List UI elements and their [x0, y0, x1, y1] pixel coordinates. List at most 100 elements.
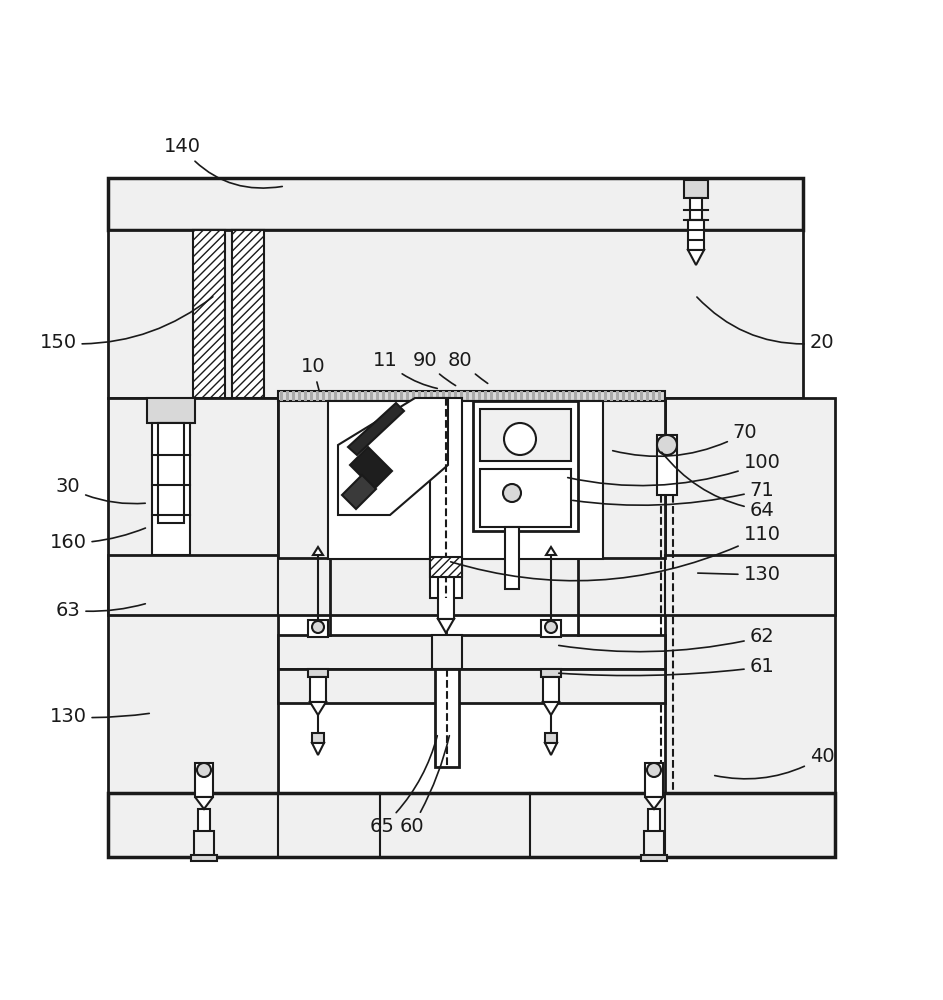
Bar [616, 391, 619, 401]
Bar [454, 391, 457, 401]
Bar [657, 435, 677, 495]
Bar [490, 391, 493, 401]
Bar [195, 763, 213, 797]
Text: 140: 140 [163, 137, 282, 188]
Bar [108, 398, 278, 793]
Bar [430, 398, 462, 598]
Text: 60: 60 [400, 736, 450, 836]
Bar [418, 391, 421, 401]
Bar [520, 391, 523, 401]
Polygon shape [313, 547, 323, 555]
Bar [152, 423, 190, 555]
Circle shape [657, 435, 677, 455]
Text: 10: 10 [301, 358, 325, 391]
Bar [435, 669, 459, 767]
Text: 80: 80 [448, 351, 488, 383]
Bar [640, 391, 643, 401]
Bar [648, 809, 660, 833]
Bar [278, 398, 665, 558]
Text: 100: 100 [568, 454, 781, 486]
Bar [472, 391, 475, 401]
Bar [147, 398, 195, 423]
Polygon shape [688, 250, 704, 265]
Bar [598, 391, 601, 401]
Bar [334, 391, 337, 401]
Text: 130: 130 [49, 708, 149, 726]
Text: 40: 40 [715, 748, 835, 779]
Circle shape [504, 423, 536, 455]
Polygon shape [350, 447, 392, 489]
Bar [108, 230, 803, 398]
Text: 110: 110 [451, 526, 781, 581]
Bar [580, 391, 583, 401]
Text: 70: 70 [613, 424, 757, 456]
Bar [478, 391, 481, 401]
Bar [328, 401, 603, 559]
Bar [690, 198, 702, 220]
Polygon shape [545, 743, 557, 755]
Bar [280, 391, 283, 401]
Bar [298, 391, 301, 401]
Bar [442, 391, 445, 401]
Bar [406, 391, 409, 401]
Bar [304, 391, 307, 401]
Polygon shape [312, 743, 324, 755]
Text: 64: 64 [662, 452, 774, 520]
Bar [604, 391, 607, 401]
Circle shape [647, 763, 661, 777]
Text: 150: 150 [40, 297, 213, 353]
Bar [308, 620, 328, 637]
Bar [364, 391, 367, 401]
Bar [278, 669, 665, 703]
Bar [460, 391, 463, 401]
Bar [484, 391, 487, 401]
Bar [628, 391, 631, 401]
Text: 11: 11 [372, 351, 438, 388]
Bar [412, 391, 415, 401]
Polygon shape [195, 797, 213, 809]
Bar [473, 401, 578, 531]
Bar [592, 391, 595, 401]
Polygon shape [543, 702, 559, 715]
Bar [400, 391, 403, 401]
Bar [346, 391, 349, 401]
Bar [610, 391, 613, 401]
Bar [688, 220, 704, 250]
Bar [658, 391, 661, 401]
Bar [545, 733, 557, 743]
Bar [388, 391, 391, 401]
Bar [436, 391, 439, 401]
Polygon shape [438, 619, 454, 633]
Polygon shape [310, 702, 326, 715]
Bar [430, 557, 462, 577]
Bar [652, 391, 655, 401]
Bar [108, 178, 803, 230]
Bar [194, 831, 214, 857]
Circle shape [197, 763, 211, 777]
Bar [358, 391, 361, 401]
Bar [634, 391, 637, 401]
Polygon shape [645, 797, 663, 809]
Bar [438, 577, 454, 619]
Bar [430, 391, 433, 401]
Polygon shape [546, 547, 556, 555]
Bar [496, 391, 499, 401]
Bar [382, 391, 385, 401]
Text: 62: 62 [559, 628, 774, 652]
Bar [308, 669, 328, 677]
Bar [432, 635, 462, 669]
Bar [514, 391, 517, 401]
Bar [538, 391, 541, 401]
Text: 65: 65 [370, 736, 438, 836]
Bar [543, 677, 559, 702]
Bar [562, 391, 565, 401]
Bar [312, 733, 324, 743]
Bar [198, 809, 210, 833]
Bar [480, 409, 571, 461]
Text: 130: 130 [698, 566, 781, 584]
Circle shape [312, 621, 324, 633]
Bar [328, 391, 331, 401]
Bar [505, 527, 519, 589]
Bar [550, 391, 553, 401]
Circle shape [503, 484, 521, 502]
